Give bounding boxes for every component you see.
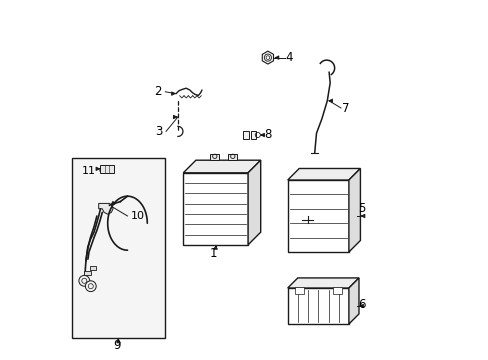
Text: 2: 2 <box>154 85 162 98</box>
Bar <box>72 158 165 338</box>
Polygon shape <box>89 266 96 270</box>
Polygon shape <box>84 271 91 275</box>
Polygon shape <box>99 203 113 214</box>
Polygon shape <box>294 287 303 294</box>
Polygon shape <box>242 131 249 139</box>
Text: 6: 6 <box>357 298 365 311</box>
Polygon shape <box>183 160 260 173</box>
Circle shape <box>79 275 89 286</box>
Polygon shape <box>101 165 114 173</box>
Polygon shape <box>348 278 358 324</box>
Text: 1: 1 <box>210 247 217 260</box>
Polygon shape <box>183 173 247 245</box>
Circle shape <box>85 281 96 292</box>
Text: 7: 7 <box>341 102 348 114</box>
Polygon shape <box>287 278 358 288</box>
Polygon shape <box>262 51 273 64</box>
Text: 3: 3 <box>155 125 162 138</box>
Polygon shape <box>332 287 341 294</box>
Polygon shape <box>228 154 237 160</box>
Polygon shape <box>250 131 256 139</box>
Text: 10: 10 <box>131 211 145 221</box>
Polygon shape <box>247 160 260 245</box>
Polygon shape <box>287 180 348 252</box>
Circle shape <box>265 56 269 59</box>
Text: 8: 8 <box>264 129 271 141</box>
Text: 9: 9 <box>113 339 120 352</box>
Text: 11: 11 <box>82 166 96 176</box>
Text: 5: 5 <box>357 202 365 215</box>
Polygon shape <box>287 288 348 324</box>
Text: 4: 4 <box>285 51 293 64</box>
Polygon shape <box>348 168 360 252</box>
Polygon shape <box>210 154 219 160</box>
Polygon shape <box>287 168 360 180</box>
